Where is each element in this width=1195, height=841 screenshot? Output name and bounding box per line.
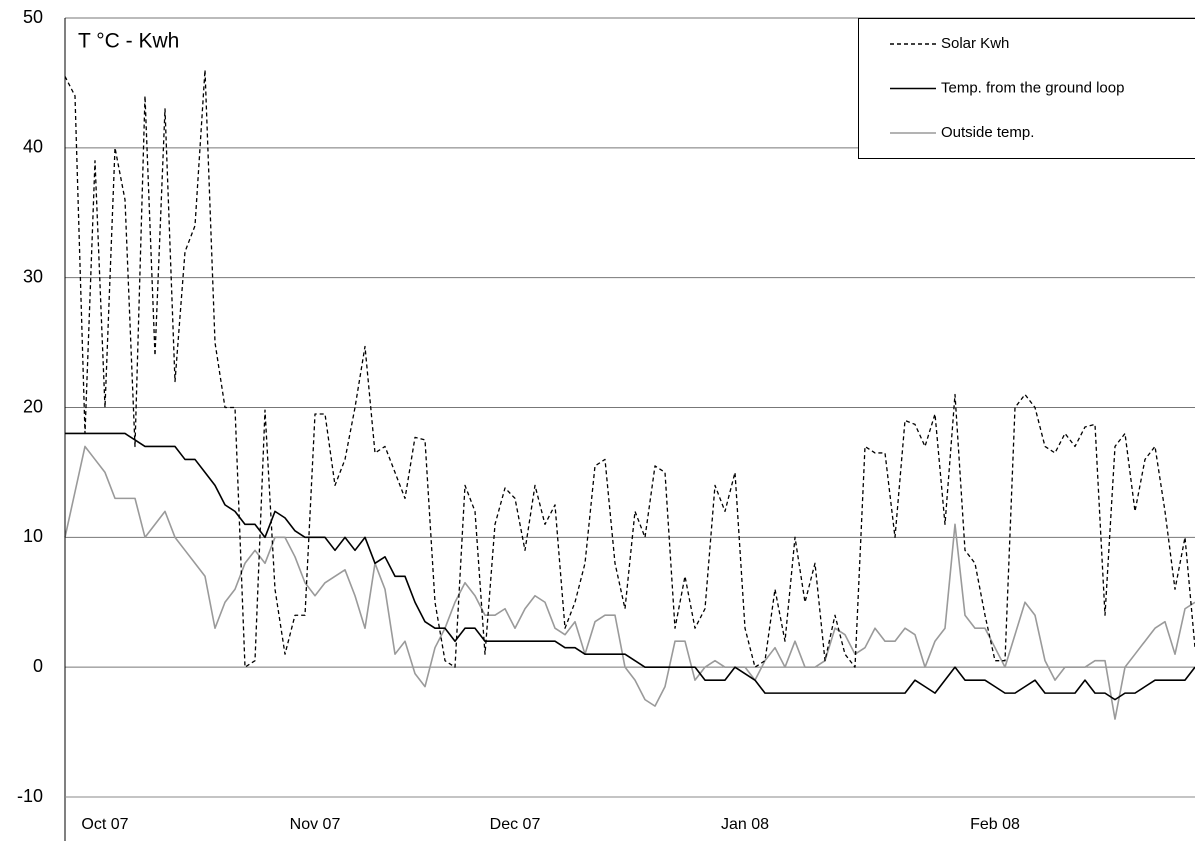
y-tick-label: 10 — [23, 526, 43, 546]
x-tick-label: Dec 07 — [490, 816, 541, 833]
chart-title: T °C - Kwh — [78, 30, 179, 53]
series-line — [65, 432, 1195, 701]
x-tick-label: Feb 08 — [970, 816, 1020, 833]
legend: Solar Kwh Temp. from the ground loop Outsi… — [890, 35, 1124, 141]
plot-lines — [64, 69, 1195, 720]
y-tick-label: 30 — [23, 266, 43, 286]
legend-label: Outside temp. — [941, 124, 1034, 141]
legend-label: Solar Kwh — [941, 35, 1009, 52]
legend-label: Temp. from the ground loop — [941, 79, 1124, 96]
series-line — [64, 445, 1195, 720]
series-line — [64, 69, 1195, 668]
x-tick-label: Nov 07 — [290, 816, 341, 833]
y-tick-label: 20 — [23, 396, 43, 416]
y-tick-label: 50 — [23, 7, 43, 27]
y-tick-label: -10 — [17, 786, 43, 806]
y-tick-label: 40 — [23, 137, 43, 157]
x-tick-label: Oct 07 — [81, 816, 128, 833]
y-tick-label: 0 — [33, 656, 43, 676]
x-tick-label: Jan 08 — [721, 816, 769, 833]
